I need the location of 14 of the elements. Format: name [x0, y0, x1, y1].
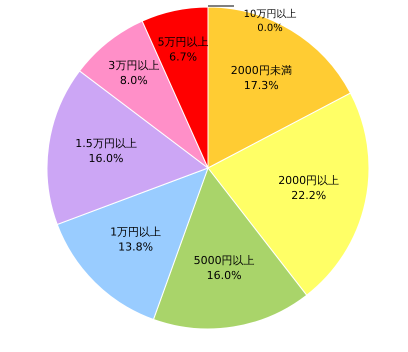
- data-label: 8.0%: [120, 74, 148, 87]
- data-label: 6.7%: [169, 50, 198, 64]
- data-label: 16.0%: [206, 268, 242, 282]
- slice-label: 2000円以上: [278, 174, 340, 187]
- data-label: 22.2%: [291, 188, 326, 202]
- slice-label: 1万円以上: [110, 225, 162, 238]
- slice-label: 3万円以上: [108, 58, 160, 72]
- data-label: 13.8%: [118, 240, 154, 254]
- slice-label: 1.5万円以上: [75, 137, 137, 150]
- slice-label: 2000円未満: [230, 64, 292, 77]
- data-label: 17.3%: [244, 78, 279, 92]
- data-label: 16.0%: [88, 152, 124, 166]
- text: 0.0%: [257, 23, 283, 34]
- slice-label: 5000円以上: [194, 254, 255, 267]
